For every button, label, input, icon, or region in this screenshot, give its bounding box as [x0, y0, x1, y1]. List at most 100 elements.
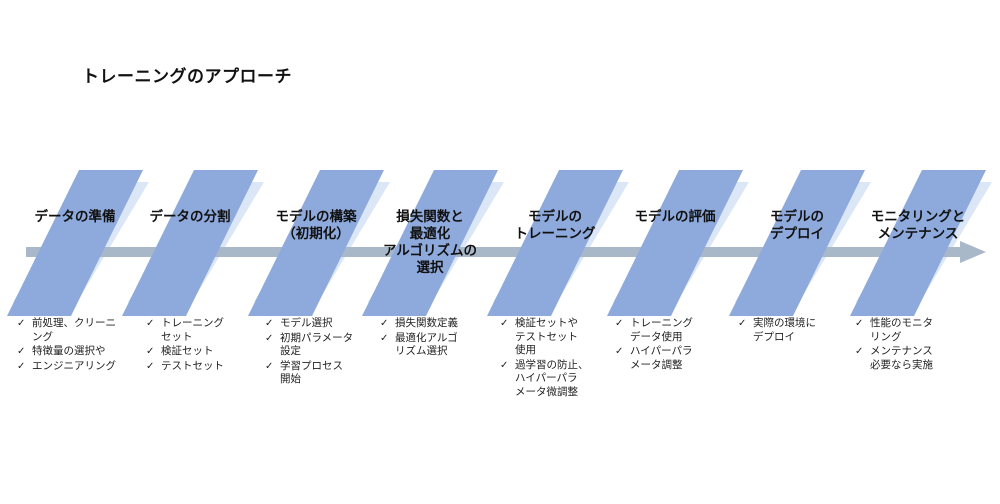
step-label-line: モデルの評価	[634, 209, 716, 225]
step-shape-4	[362, 170, 498, 316]
page-title: トレーニングのアプローチ	[82, 67, 292, 87]
bullet-text: 実際の環境に	[753, 317, 816, 329]
step-label-line: トレーニング	[514, 226, 596, 242]
bullet-text: 設定	[280, 345, 301, 357]
check-icon: ✓	[265, 360, 274, 372]
bullet-text: 性能のモニタ	[870, 317, 933, 329]
step-bullets-5: ✓ 検証セットや テストセット 使用 ✓ 過学習の防止、 ハイパーパラ メータ微調整	[500, 317, 610, 400]
bullet-item: ✓ 検証セット	[146, 345, 256, 359]
check-icon: ✓	[855, 318, 864, 329]
bullet-text: 開始	[280, 373, 301, 385]
bullet-text: テストセット	[161, 359, 224, 372]
step-label-line: デプロイ	[770, 226, 824, 242]
step-label-1: データの準備	[5, 209, 145, 226]
step-label-line: モデルの	[770, 209, 824, 225]
bullet-text: リズム選択	[395, 345, 448, 357]
bullet-item: ✓ 最適化アルゴ リズム選択	[380, 332, 495, 359]
check-icon: ✓	[146, 360, 155, 372]
bullet-item: ✓ 特徴量の選択や	[17, 345, 142, 359]
bullet-item: ✓ 学習プロセス 開始	[265, 360, 380, 387]
check-icon: ✓	[265, 318, 274, 329]
bullet-text: ング	[32, 330, 53, 343]
bullet-item: ✓ 前処理、クリーニ ング	[17, 317, 142, 344]
bullet-text: 過学習の防止、	[515, 358, 589, 371]
bullet-text: 使用	[515, 344, 536, 356]
step-shape-2	[122, 170, 258, 316]
bullet-item: ✓ ハイパーパラ メータ調整	[615, 345, 730, 372]
bullet-text: デプロイ	[753, 330, 795, 343]
step-bullets-1: ✓ 前処理、クリーニ ング ✓ 特徴量の選択や ✓ エンジニアリング	[17, 317, 142, 374]
check-icon: ✓	[265, 332, 274, 344]
step-bullets-8: ✓ 性能のモニタ リング ✓ メンテナンス 必要なら実施	[855, 317, 975, 373]
step-label-line: モデルの構築	[275, 209, 357, 225]
bullet-text: メータ微調整	[515, 385, 578, 398]
step-bullets-7: ✓ 実際の環境に デプロイ	[738, 317, 848, 345]
step-label-3: モデルの構築 （初期化）	[246, 209, 386, 243]
bullet-item: ✓ 性能のモニタ リング	[855, 317, 975, 344]
bullet-text: データ使用	[630, 330, 683, 343]
step-shape-3	[248, 170, 384, 316]
bullet-text: 学習プロセス	[280, 359, 343, 372]
timeline-arrow-shaft	[26, 247, 960, 257]
check-icon: ✓	[380, 318, 389, 329]
bullet-text: トレーニング	[630, 317, 693, 329]
bullet-text: トレーニング	[161, 317, 224, 329]
step-label-4: 損失関数と 最適化 アルゴリズムの 選択	[360, 209, 500, 277]
bullet-item: ✓ エンジニアリング	[17, 360, 142, 374]
step-label-line: （初期化）	[282, 226, 350, 242]
bullet-item: ✓ 初期パラメータ 設定	[265, 332, 380, 359]
step-bullets-6: ✓ トレーニング データ使用 ✓ ハイパーパラ メータ調整	[615, 317, 730, 373]
bullet-text: 必要なら実施	[870, 358, 933, 371]
bullet-item: ✓ 損失関数定義	[380, 317, 495, 331]
bullet-text: テストセット	[515, 330, 578, 343]
step-label-7: モデルの デプロイ	[727, 209, 867, 243]
check-icon: ✓	[146, 318, 155, 329]
step-label-line: モデルの	[528, 209, 582, 225]
bullet-text: 損失関数定義	[395, 317, 458, 329]
bullet-text: 検証セット	[161, 345, 214, 357]
bullet-text: ハイパーパラ	[515, 372, 578, 384]
check-icon: ✓	[380, 332, 389, 344]
bullet-item: ✓ トレーニング セット	[146, 317, 256, 344]
step-shape-5	[487, 170, 623, 316]
check-icon: ✓	[17, 346, 26, 357]
check-icon: ✓	[17, 360, 26, 372]
bullet-text: ハイパーパラ	[630, 345, 693, 357]
step-label-line: メンテナンス	[877, 226, 959, 242]
check-icon: ✓	[615, 318, 624, 329]
step-label-line: アルゴリズムの	[382, 243, 478, 259]
step-bullets-2: ✓ トレーニング セット ✓ 検証セット ✓ テストセット	[146, 317, 256, 374]
bullet-text: 初期パラメータ	[280, 331, 354, 344]
bullet-text: セット	[161, 330, 193, 343]
step-shape-6	[607, 170, 743, 316]
check-icon: ✓	[738, 318, 747, 329]
bullet-text: エンジニアリング	[32, 359, 116, 372]
bullet-item: ✓ 実際の環境に デプロイ	[738, 317, 848, 344]
step-label-line: 選択	[416, 260, 444, 276]
step-label-line: 最適化	[409, 226, 451, 242]
step-label-5: モデルの トレーニング	[485, 209, 625, 243]
step-label-line: データの分割	[149, 209, 231, 225]
bullet-text: 前処理、クリーニ	[32, 317, 116, 329]
bullet-item: ✓ 検証セットや テストセット 使用	[500, 317, 610, 358]
step-label-2: データの分割	[120, 209, 260, 226]
bullet-text: モデル選択	[280, 317, 333, 329]
bullet-item: ✓ モデル選択	[265, 317, 380, 331]
step-bullets-3: ✓ モデル選択 ✓ 初期パラメータ 設定 ✓ 学習プロセス 開始	[265, 317, 380, 388]
check-icon: ✓	[500, 359, 509, 371]
step-label-line: モニタリングと	[870, 209, 966, 225]
bullet-item: ✓ トレーニング データ使用	[615, 317, 730, 344]
bullet-text: 特徴量の選択や	[32, 345, 106, 357]
step-label-6: モデルの評価	[605, 209, 745, 226]
check-icon: ✓	[615, 346, 624, 357]
check-icon: ✓	[855, 346, 864, 357]
step-shape-8	[850, 170, 986, 316]
timeline-arrow-head	[960, 241, 986, 263]
bullet-text: メータ調整	[630, 358, 683, 371]
bullet-item: ✓ 過学習の防止、 ハイパーパラ メータ微調整	[500, 359, 610, 400]
step-shape-1	[7, 170, 143, 316]
check-icon: ✓	[500, 318, 509, 329]
step-shape-7	[729, 170, 865, 316]
bullet-text: 最適化アルゴ	[395, 331, 458, 344]
bullet-item: ✓ メンテナンス 必要なら実施	[855, 345, 975, 372]
